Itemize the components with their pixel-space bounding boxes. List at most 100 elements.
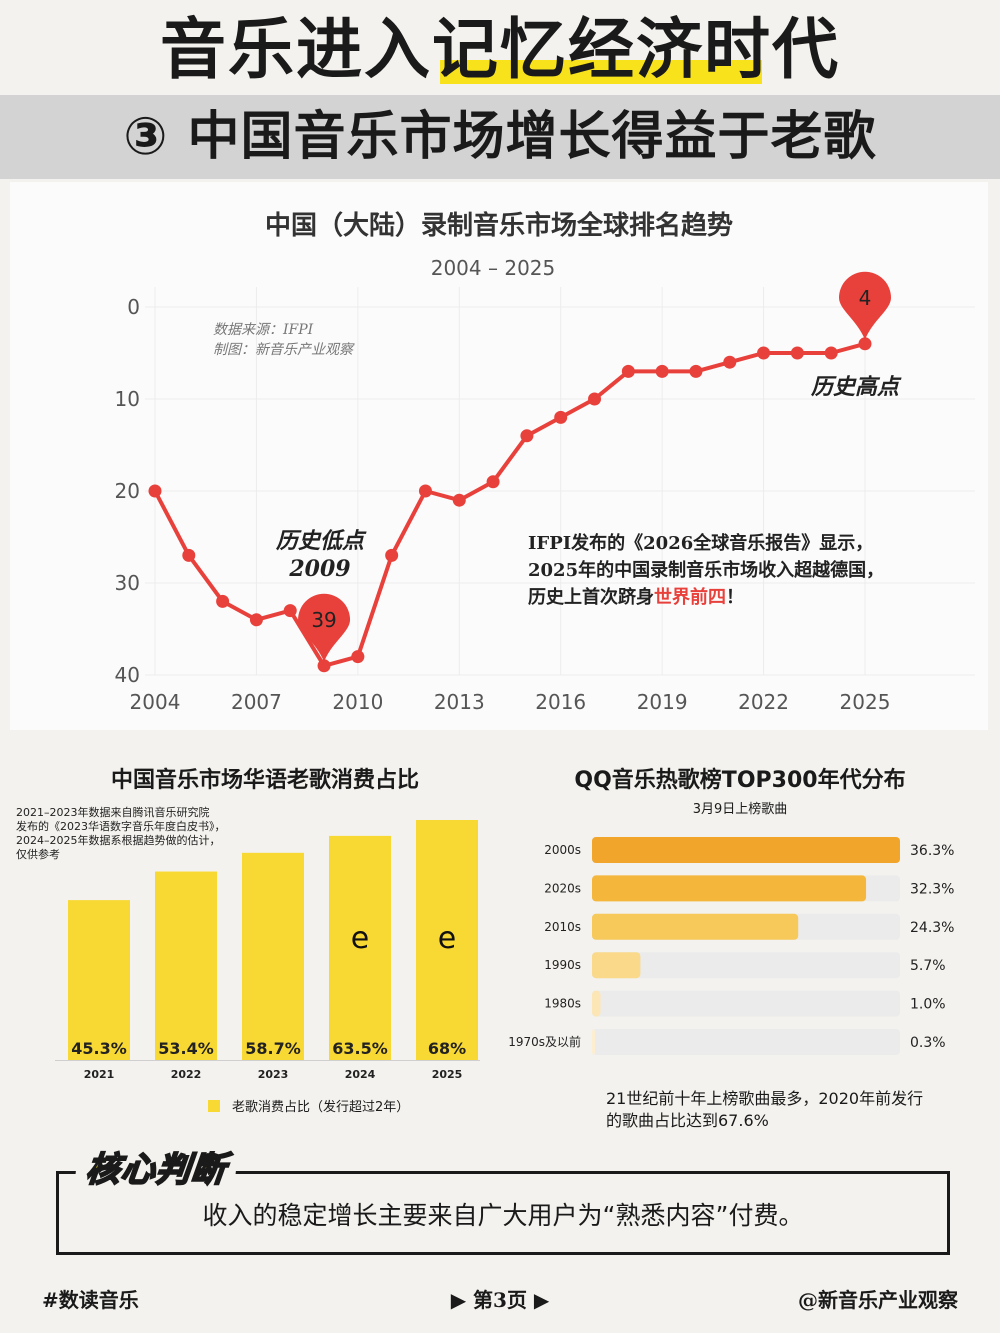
rank-point — [858, 337, 872, 351]
bar-category-label: 2025 — [432, 1068, 463, 1081]
hbar-category-label: 2020s — [544, 881, 581, 895]
note-line: 2021–2023年数据来自腾讯音乐研究院 — [16, 806, 210, 819]
x-tick-label: 2010 — [332, 690, 383, 714]
old-song-bar — [155, 871, 217, 1060]
hbar-track — [592, 990, 900, 1017]
footer-page: ▶ 第3页 ▶ — [450, 1288, 550, 1312]
rank-point — [385, 548, 399, 562]
rank-point — [790, 346, 804, 360]
rank-point — [621, 364, 635, 378]
annotation-text: ！ — [726, 587, 744, 608]
hbar-fill — [592, 1029, 595, 1055]
y-tick-label: 30 — [115, 571, 140, 595]
hbar-fill — [592, 837, 900, 863]
rank-trend-svg: 中国（大陆）录制音乐市场全球排名趋势 2004 – 2025 0 10 20 30 40 20… — [115, 210, 975, 714]
hbar-category-label: 1970s及以前 — [508, 1034, 581, 1049]
rank-point — [249, 613, 263, 627]
rank-point — [317, 659, 331, 673]
x-tick-label: 2007 — [231, 690, 282, 714]
bar-value-label: 45.3% — [71, 1039, 127, 1058]
hbar-value-label: 24.3% — [910, 920, 954, 936]
legend-label: 老歌消费占比（发行超过2年） — [232, 1100, 410, 1115]
bar-value-label: 68% — [428, 1039, 466, 1058]
old-song-chart-title: 中国音乐市场华语老歌消费占比 — [110, 768, 419, 793]
rank-point — [554, 410, 568, 424]
hbar-value-label: 1.0% — [910, 997, 946, 1013]
old-song-bar-svg: 45.3% 2021 53.4% 2022 58.7% 2023 63.5% 2024 e 68%… — [55, 820, 480, 1081]
estimate-mark: e — [438, 921, 456, 956]
bar-category-label: 2024 — [345, 1068, 376, 1081]
y-tick-label: 0 — [127, 295, 140, 319]
page-title: 音乐进入记忆经济时代 — [160, 11, 840, 88]
qq-hbar-svg: 2000s 36.3% 2020s 32.3% 2010s 24.3% 1990s 5.7% 1… — [508, 837, 954, 1055]
bar-value-label: 63.5% — [332, 1039, 388, 1058]
bar-category-label: 2021 — [84, 1068, 115, 1081]
hbar-value-label: 5.7% — [910, 958, 946, 974]
rank-point — [216, 594, 230, 608]
old-song-bar — [68, 900, 130, 1060]
x-tick-label: 2013 — [434, 690, 485, 714]
rank-point — [418, 484, 432, 498]
x-tick-label: 2004 — [130, 690, 181, 714]
hbar-fill — [592, 952, 641, 979]
subtitle-band — [0, 95, 1000, 179]
footer-account: @新音乐产业观察 — [798, 1288, 958, 1312]
low-point-label: 历史低点 — [275, 528, 367, 554]
annotation-line: 2025年的中国录制音乐市场收入超越德国， — [528, 559, 884, 581]
hbar-fill — [592, 913, 799, 940]
bar-value-label: 58.7% — [245, 1039, 301, 1058]
old-song-bar — [242, 852, 304, 1060]
rank-point — [148, 484, 162, 498]
note-line: 发布的《2023华语数字音乐年度白皮书》， — [16, 820, 226, 833]
old-song-bar-chart: 45.3% 2021 53.4% 2022 58.7% 2023 63.5% 2024 e 68%… — [0, 730, 500, 1090]
hbar-fill — [592, 990, 601, 1017]
rank-point — [689, 364, 703, 378]
rank-point — [452, 493, 466, 507]
x-tick-label: 2016 — [535, 690, 586, 714]
x-tick-label: 2022 — [738, 690, 789, 714]
footer-hashtag: #数读音乐 — [42, 1288, 139, 1312]
rank-line — [153, 341, 866, 668]
source-note: 数据来源：IFPI — [213, 322, 314, 338]
qq-hbar-chart: 2000s 36.3% 2020s 32.3% 2010s 24.3% 1990s 5.7% 1… — [500, 820, 1000, 1070]
old-song-bar — [329, 835, 391, 1060]
hbar-category-label: 1980s — [544, 997, 581, 1011]
bar-value-label: 53.4% — [158, 1039, 214, 1058]
rank-point — [757, 346, 771, 360]
hbar-value-label: 0.3% — [910, 1035, 946, 1051]
estimate-mark: e — [351, 921, 369, 956]
low-point-year: 2009 — [288, 556, 350, 582]
pin-label: 4 — [859, 286, 872, 310]
x-tick-label: 2019 — [637, 690, 688, 714]
credit-note: 制图：新音乐产业观察 — [213, 342, 355, 358]
rank-point — [351, 650, 365, 664]
rank-point — [283, 604, 297, 618]
y-tick-label: 20 — [115, 479, 140, 503]
hbar-category-label: 2010s — [544, 920, 581, 934]
annotation-line: 历史上首次跻身世界前四！ — [528, 586, 744, 608]
rank-point — [723, 355, 737, 369]
rank-point — [824, 346, 838, 360]
note-line: 2024–2025年数据系根据趋势做的估计， — [16, 834, 221, 847]
hbar-value-label: 36.3% — [910, 843, 954, 859]
y-tick-label: 40 — [115, 663, 140, 687]
pin-label: 39 — [311, 608, 336, 632]
qq-chart-subtitle: 3月9日上榜歌曲 — [692, 802, 788, 817]
hbar-track — [592, 1029, 900, 1055]
old-song-bar — [416, 820, 478, 1060]
hbar-value-label: 32.3% — [910, 881, 954, 897]
hbar-category-label: 2000s — [544, 843, 581, 857]
bar-category-label: 2022 — [171, 1068, 202, 1081]
core-text: 收入的稳定增长主要来自广大用户为“熟悉内容”付费。 — [202, 1201, 804, 1230]
rank-point — [655, 364, 669, 378]
y-tick-label: 10 — [115, 387, 140, 411]
x-tick-label: 2025 — [840, 690, 891, 714]
annotation-line: IFPI发布的《2026全球音乐报告》显示， — [528, 532, 873, 554]
bar-category-label: 2023 — [258, 1068, 289, 1081]
annotation-text: 历史上首次跻身 — [528, 586, 654, 608]
legend-swatch — [208, 1099, 220, 1112]
chart-title: 中国（大陆）录制音乐市场全球排名趋势 — [265, 210, 733, 241]
hbar-track — [592, 952, 900, 979]
rank-trend-chart: 中国（大陆）录制音乐市场全球排名趋势 2004 – 2025 0 10 20 30 40 20… — [10, 182, 988, 730]
rank-point — [182, 548, 196, 562]
